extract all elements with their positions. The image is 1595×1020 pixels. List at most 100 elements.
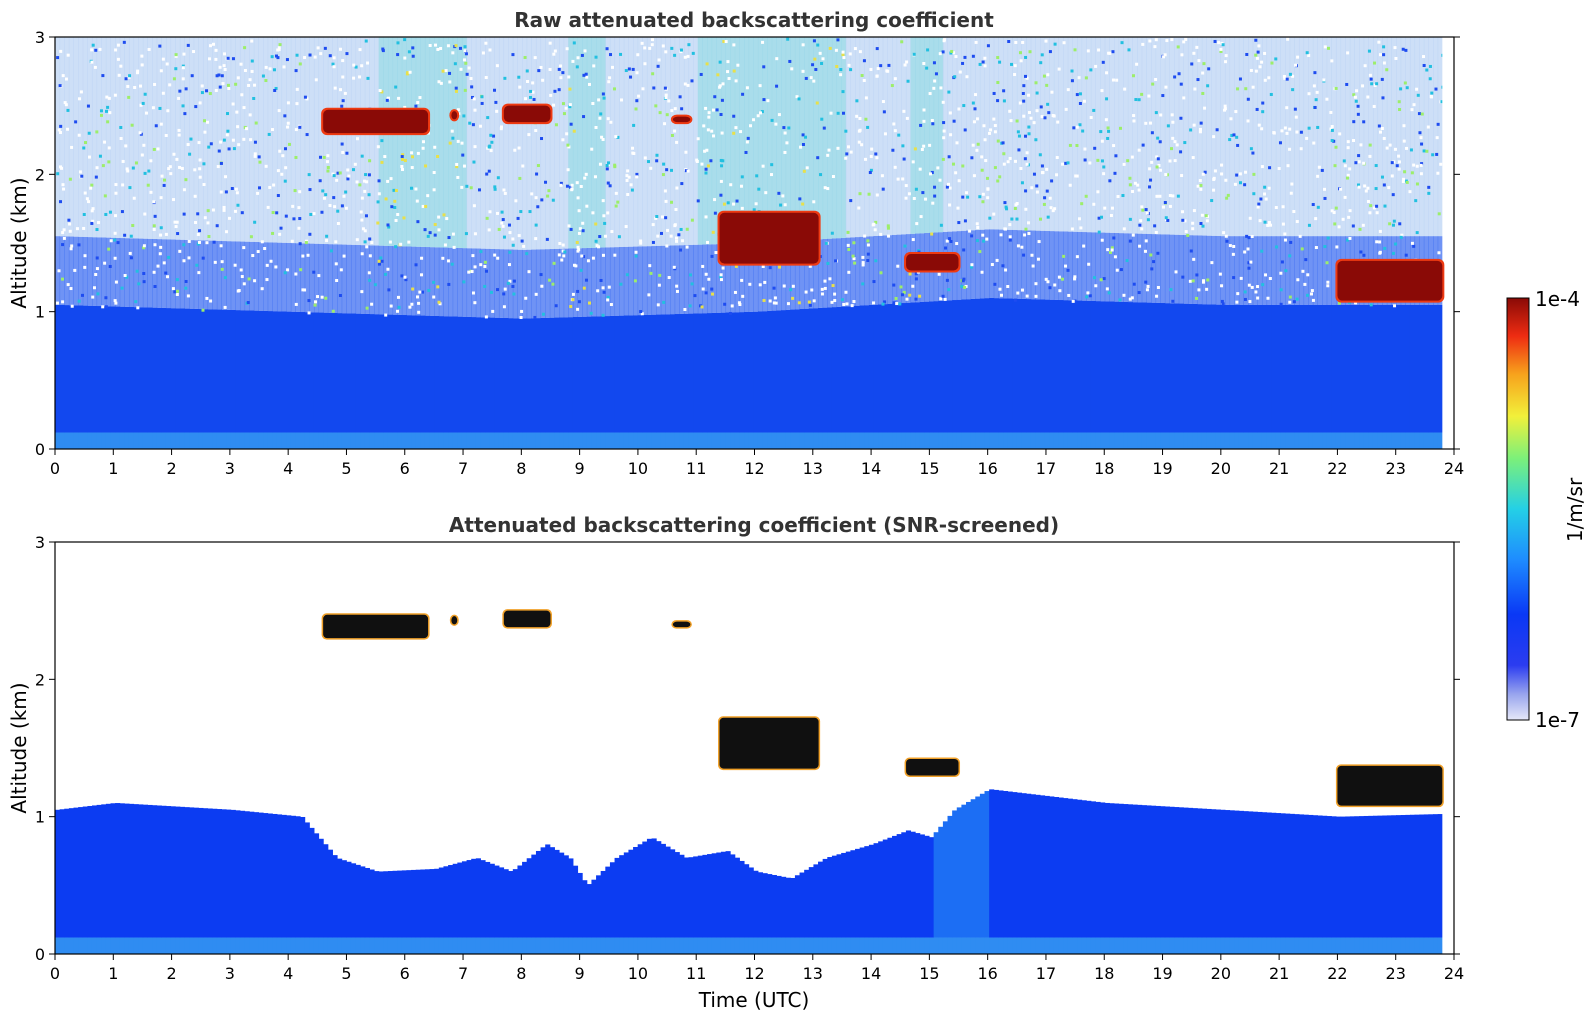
noise-speck — [415, 199, 419, 203]
surface-layer — [572, 432, 579, 449]
noise-speck — [557, 253, 561, 257]
noise-speck — [1191, 221, 1195, 225]
surface-layer — [734, 432, 740, 449]
screened-layer — [1183, 807, 1189, 938]
noise-fill — [1363, 37, 1369, 237]
noise-speck — [845, 152, 849, 156]
surface-layer — [267, 432, 273, 449]
surface-layer — [619, 937, 625, 954]
noise-fill — [776, 37, 782, 242]
surface-layer — [318, 432, 324, 449]
noise-speck — [1155, 194, 1159, 198]
time-column — [633, 846, 639, 954]
noise-fill — [466, 37, 472, 249]
surface-layer — [355, 432, 361, 449]
noise-speck — [1267, 76, 1271, 80]
noise-fill — [915, 37, 921, 234]
noise-speck — [153, 285, 157, 289]
boundary-layer — [628, 315, 634, 433]
noise-transition — [882, 235, 888, 305]
noise-speck — [75, 227, 79, 231]
noise-speck — [954, 171, 958, 175]
noise-speck — [502, 305, 506, 309]
noise-speck — [1414, 199, 1418, 203]
noise-speck — [404, 278, 408, 282]
noise-speck — [598, 235, 602, 239]
noise-speck — [799, 145, 803, 149]
noise-speck — [358, 75, 362, 79]
time-column — [614, 857, 620, 954]
boundary-layer — [1137, 302, 1143, 433]
noise-speck — [410, 166, 414, 170]
noise-speck — [326, 165, 330, 169]
noise-speck — [882, 110, 886, 114]
noise-transition — [1007, 229, 1013, 299]
screened-layer — [323, 844, 329, 938]
surface-layer — [1118, 432, 1124, 449]
screened-layer — [392, 870, 398, 938]
surface-layer — [646, 432, 653, 449]
noise-fill — [693, 37, 699, 245]
time-column — [873, 37, 879, 449]
noise-speck — [1212, 188, 1216, 192]
noise-speck — [331, 309, 335, 313]
noise-speck — [298, 125, 302, 129]
noise-speck — [1361, 84, 1365, 88]
noise-speck — [119, 64, 123, 68]
noise-speck — [1165, 173, 1169, 177]
screened-layer — [96, 804, 102, 938]
time-column — [392, 870, 398, 954]
noise-transition — [1289, 236, 1295, 305]
screened-layer — [91, 805, 98, 938]
noise-transition — [975, 229, 981, 299]
x-tick-label: 20 — [1211, 459, 1231, 478]
noise-speck — [683, 308, 687, 312]
noise-fill — [452, 37, 458, 248]
noise-speck — [654, 104, 658, 108]
screened-layer — [790, 877, 796, 938]
noise-speck — [851, 254, 855, 258]
noise-fill — [471, 37, 477, 249]
noise-speck — [1108, 51, 1112, 55]
noise-speck — [1374, 164, 1378, 168]
screened-layer — [804, 869, 810, 938]
noise-speck — [1220, 284, 1224, 288]
time-column — [989, 37, 995, 449]
noise-speck — [942, 129, 946, 133]
noise-speck — [1004, 268, 1008, 272]
noise-speck — [571, 59, 575, 63]
noise-transition — [230, 241, 236, 310]
boundary-layer — [683, 313, 690, 433]
noise-speck — [254, 121, 258, 125]
noise-speck — [507, 223, 511, 227]
boundary-layer — [790, 309, 796, 433]
noise-speck — [414, 263, 418, 267]
noise-speck — [231, 57, 235, 61]
noise-speck — [552, 52, 556, 56]
noise-speck — [306, 253, 310, 257]
noise-speck — [686, 54, 690, 58]
screened-layer — [596, 875, 602, 938]
noise-speck — [320, 295, 324, 299]
noise-speck — [73, 268, 77, 272]
noise-speck — [1170, 113, 1174, 117]
noise-speck — [1107, 291, 1111, 295]
noise-transition — [1211, 235, 1217, 305]
noise-transition — [475, 248, 481, 318]
noise-speck — [91, 207, 95, 211]
noise-speck — [1193, 87, 1197, 91]
noise-speck — [1332, 211, 1336, 215]
noise-speck — [343, 91, 347, 95]
noise-speck — [1210, 199, 1214, 203]
screened-layer — [600, 870, 606, 938]
time-column — [836, 854, 842, 954]
noise-speck — [1404, 253, 1408, 257]
noise-speck — [1335, 245, 1339, 249]
noise-speck — [473, 145, 477, 149]
noise-fill — [512, 37, 518, 250]
screened-layer — [286, 815, 292, 938]
surface-layer — [1160, 432, 1166, 449]
noise-speck — [144, 111, 148, 115]
noise-speck — [1345, 176, 1349, 180]
time-column — [1118, 37, 1124, 449]
